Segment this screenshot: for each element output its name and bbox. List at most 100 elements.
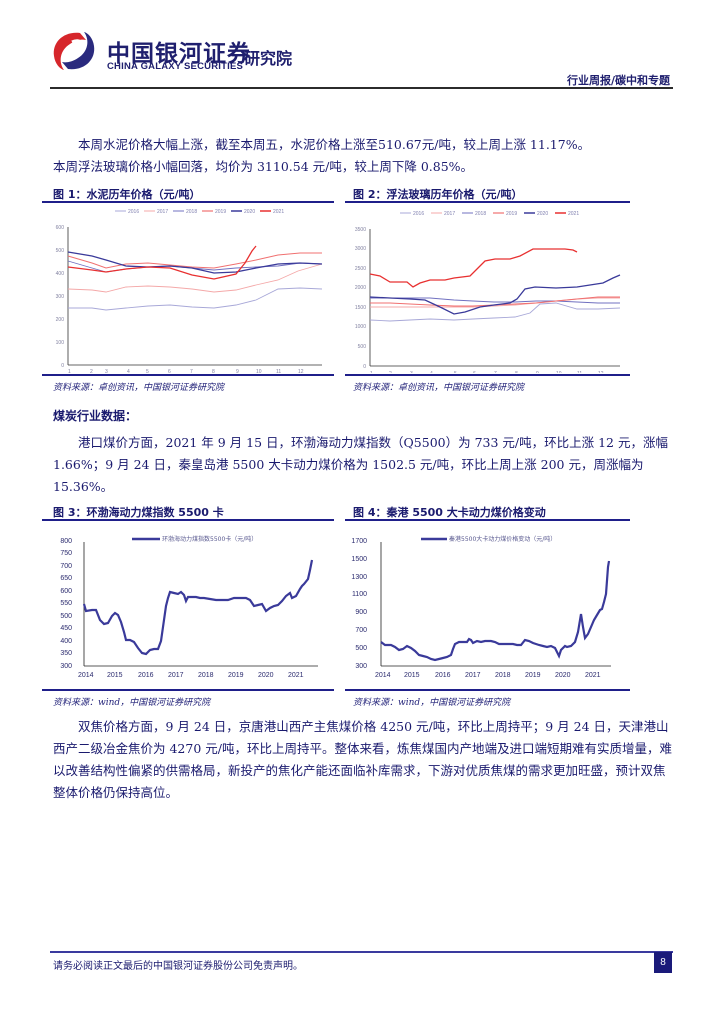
figure-2-top-rule [345,201,630,203]
svg-text:2016: 2016 [413,211,424,217]
svg-text:2016: 2016 [138,672,154,679]
svg-text:环渤海动力煤指数5500卡（元/吨）: 环渤海动力煤指数5500卡（元/吨） [162,535,257,543]
svg-text:2021: 2021 [585,672,601,679]
svg-text:2019: 2019 [228,672,244,679]
cement-price-text: 本周水泥价格大幅上涨，截至本周五，水泥价格上涨至510.67元/吨，较上周上涨 … [78,137,591,152]
svg-text:11: 11 [577,371,582,373]
svg-text:7: 7 [190,369,193,373]
svg-text:10: 10 [556,371,562,373]
svg-text:8: 8 [212,369,215,373]
report-category: 行业周报/碳中和专题 [566,74,670,87]
galaxy-logo-icon [53,32,95,70]
svg-text:2500: 2500 [355,266,366,272]
svg-text:600: 600 [60,588,72,595]
svg-text:2015: 2015 [404,672,420,679]
svg-text:3500: 3500 [355,227,366,233]
port-coal-price-text: 港口煤价方面，2021 年 9 月 15 日，环渤海动力煤指数（Q5500）为 … [53,435,668,494]
svg-text:2017: 2017 [465,672,481,679]
svg-text:5: 5 [146,369,149,373]
figure-1-bottom-rule [42,374,334,376]
svg-text:300: 300 [56,294,65,300]
brand-name-en: CHINA GALAXY SECURITIES [107,61,244,72]
svg-text:300: 300 [355,663,367,670]
svg-text:7: 7 [494,371,497,373]
svg-text:500: 500 [60,613,72,620]
chart-legend: 2016 2017 2018 2019 2020 2021 [115,209,284,215]
svg-text:2018: 2018 [198,672,214,679]
svg-text:秦港5500大卡动力煤价格变动（元/吨）: 秦港5500大卡动力煤价格变动（元/吨） [449,535,556,543]
figure-4-bottom-rule [345,689,630,691]
svg-text:9: 9 [536,371,539,373]
brand-name-cn: 中国银河证券 [107,41,251,67]
footer-divider [50,951,673,953]
coke-price-text: 双焦价格方面，9 月 24 日，京唐港山西产主焦煤价格 4250 元/吨，环比上… [53,719,672,800]
header-divider [50,87,673,89]
svg-text:2014: 2014 [78,672,94,679]
figure-1-source: 资料来源：卓创资讯，中国银河证券研究院 [53,383,225,393]
svg-text:650: 650 [60,575,72,582]
svg-text:350: 350 [60,650,72,657]
svg-text:3: 3 [410,371,413,373]
svg-text:1: 1 [68,369,71,373]
svg-text:1500: 1500 [351,556,367,563]
svg-text:100: 100 [56,340,65,346]
figure-3-top-rule [42,519,334,521]
svg-text:700: 700 [60,563,72,570]
svg-text:8: 8 [515,371,518,373]
svg-text:2018: 2018 [475,211,486,217]
svg-text:6: 6 [168,369,171,373]
svg-text:450: 450 [60,625,72,632]
svg-text:2014: 2014 [375,672,391,679]
figure-2-title: 图 2：浮法玻璃历年价格（元/吨） [353,188,523,201]
svg-text:500: 500 [56,248,65,254]
figure-1-chart: 2016 2017 2018 2019 2020 2021 600 500 40… [42,203,334,373]
figure-2-chart: 2016 2017 2018 2019 2020 2021 3500 3000 … [345,203,630,373]
svg-text:3: 3 [105,369,108,373]
svg-text:2020: 2020 [258,672,274,679]
coal-section-heading: 煤炭行业数据： [53,409,138,423]
disclaimer-notice: 请务必阅读正文最后的中国银河证券股份公司免责声明。 [53,961,303,972]
svg-text:400: 400 [56,271,65,277]
figure-4-source: 资料来源：wind，中国银河证券研究院 [353,698,511,708]
figure-2-bottom-rule [345,374,630,376]
svg-text:2016: 2016 [128,209,139,215]
svg-text:2019: 2019 [215,209,226,215]
svg-text:2021: 2021 [273,209,284,215]
svg-text:700: 700 [355,627,367,634]
svg-text:2020: 2020 [537,211,548,217]
svg-text:2017: 2017 [157,209,168,215]
svg-text:2021: 2021 [568,211,579,217]
svg-text:500: 500 [358,344,367,350]
svg-text:400: 400 [60,638,72,645]
figure-3-source: 资料来源：wind，中国银河证券研究院 [53,698,211,708]
svg-text:11: 11 [276,369,281,373]
svg-text:2019: 2019 [506,211,517,217]
svg-text:12: 12 [298,369,304,373]
figure-1-top-rule [42,201,334,203]
svg-text:4: 4 [430,371,433,373]
svg-text:2018: 2018 [495,672,511,679]
chart-legend: 2016 2017 2018 2019 2020 2021 [400,211,579,217]
svg-text:600: 600 [56,225,65,231]
svg-text:500: 500 [355,645,367,652]
svg-text:900: 900 [355,609,367,616]
svg-text:2017: 2017 [444,211,455,217]
svg-text:1300: 1300 [351,574,367,581]
figure-1-title: 图 1：水泥历年价格（元/吨） [53,188,201,201]
svg-text:2018: 2018 [186,209,197,215]
svg-text:750: 750 [60,550,72,557]
svg-text:2019: 2019 [525,672,541,679]
svg-text:2020: 2020 [555,672,571,679]
chart-legend: 环渤海动力煤指数5500卡（元/吨） [132,535,257,543]
figure-2-source: 资料来源：卓创资讯，中国银河证券研究院 [353,383,525,393]
figure-4-top-rule [345,519,630,521]
svg-text:2: 2 [90,369,93,373]
figure-3-title: 图 3：环渤海动力煤指数 5500 卡 [53,506,224,519]
figure-3-chart: 环渤海动力煤指数5500卡（元/吨） 800 750 700 650 600 5… [42,522,334,682]
svg-text:1: 1 [370,371,373,373]
institute-label: 研究院 [244,49,293,68]
svg-text:1500: 1500 [355,305,366,311]
svg-text:1700: 1700 [351,538,367,545]
svg-text:300: 300 [60,663,72,670]
chart-legend: 秦港5500大卡动力煤价格变动（元/吨） [421,535,556,543]
